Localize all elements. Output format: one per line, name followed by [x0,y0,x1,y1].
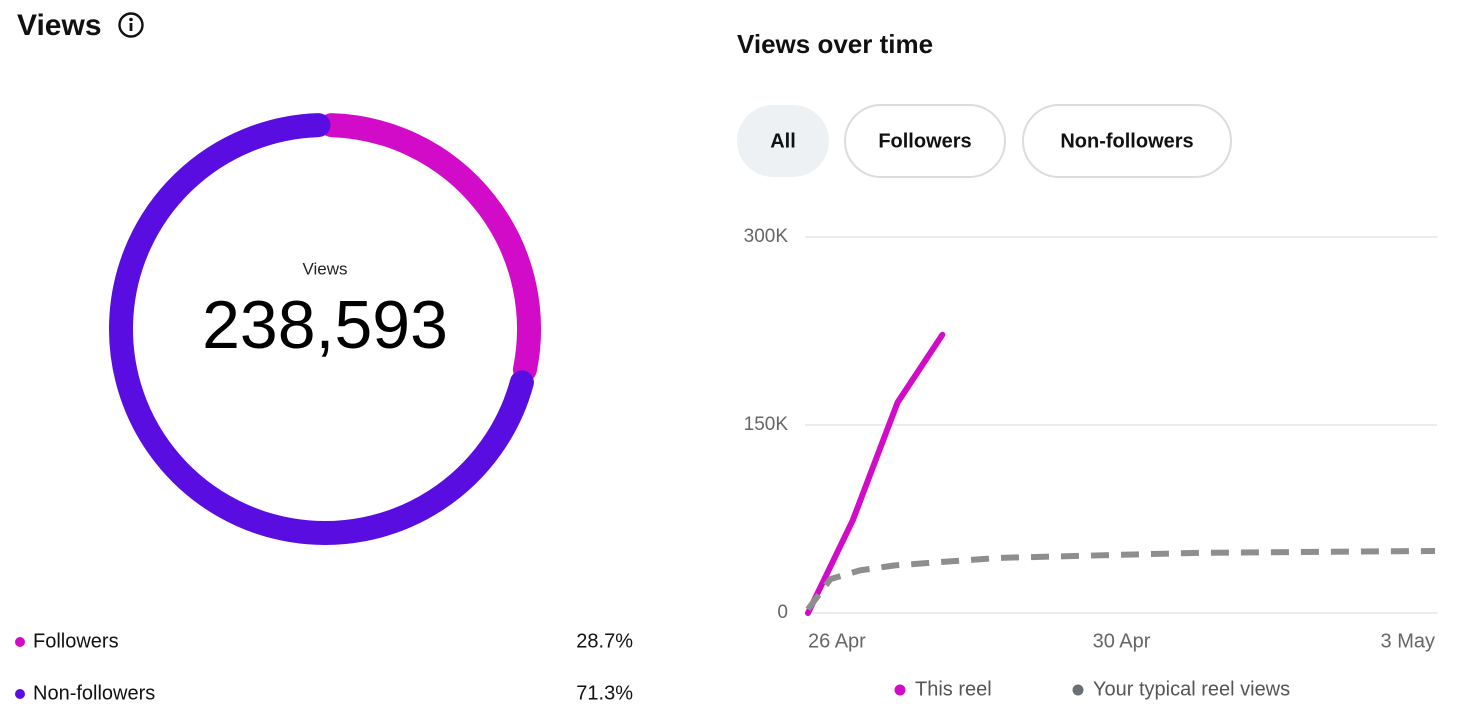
chart-title: Views over time [737,29,933,59]
series-line [805,547,1436,612]
legend-value: 28.7% [576,630,633,652]
y-tick-label: 150K [744,414,789,435]
legend-dot [15,637,25,647]
y-tick-label: 300K [744,226,789,247]
info-icon[interactable] [118,12,144,38]
filter-button[interactable] [737,105,829,177]
section-title: Views [17,9,102,42]
filter-label[interactable]: Non-followers [1060,130,1193,152]
y-tick-label: 0 [777,602,788,623]
legend-label: This reel [915,678,992,700]
filter-label[interactable]: Followers [878,130,971,152]
legend-label: Your typical reel views [1093,678,1290,700]
legend-dot [1072,684,1084,696]
series-line [805,331,946,616]
filter-button[interactable] [1022,104,1232,178]
x-tick-label: 3 May [1381,630,1435,652]
legend-label: Non-followers [33,682,155,704]
legend-label: Followers [33,630,119,652]
x-tick-label: 30 Apr [1093,630,1151,652]
legend-value: 71.3% [576,682,633,704]
legend-dot [15,689,25,699]
x-tick-label: 26 Apr [808,630,866,652]
legend-dot [894,684,906,696]
filter-button[interactable] [844,104,1006,178]
center-value: 238,593 [202,287,448,363]
center-label: Views [302,259,347,278]
donut-segment [109,113,534,545]
filter-label[interactable]: All [770,130,796,152]
donut-segment [319,113,541,382]
